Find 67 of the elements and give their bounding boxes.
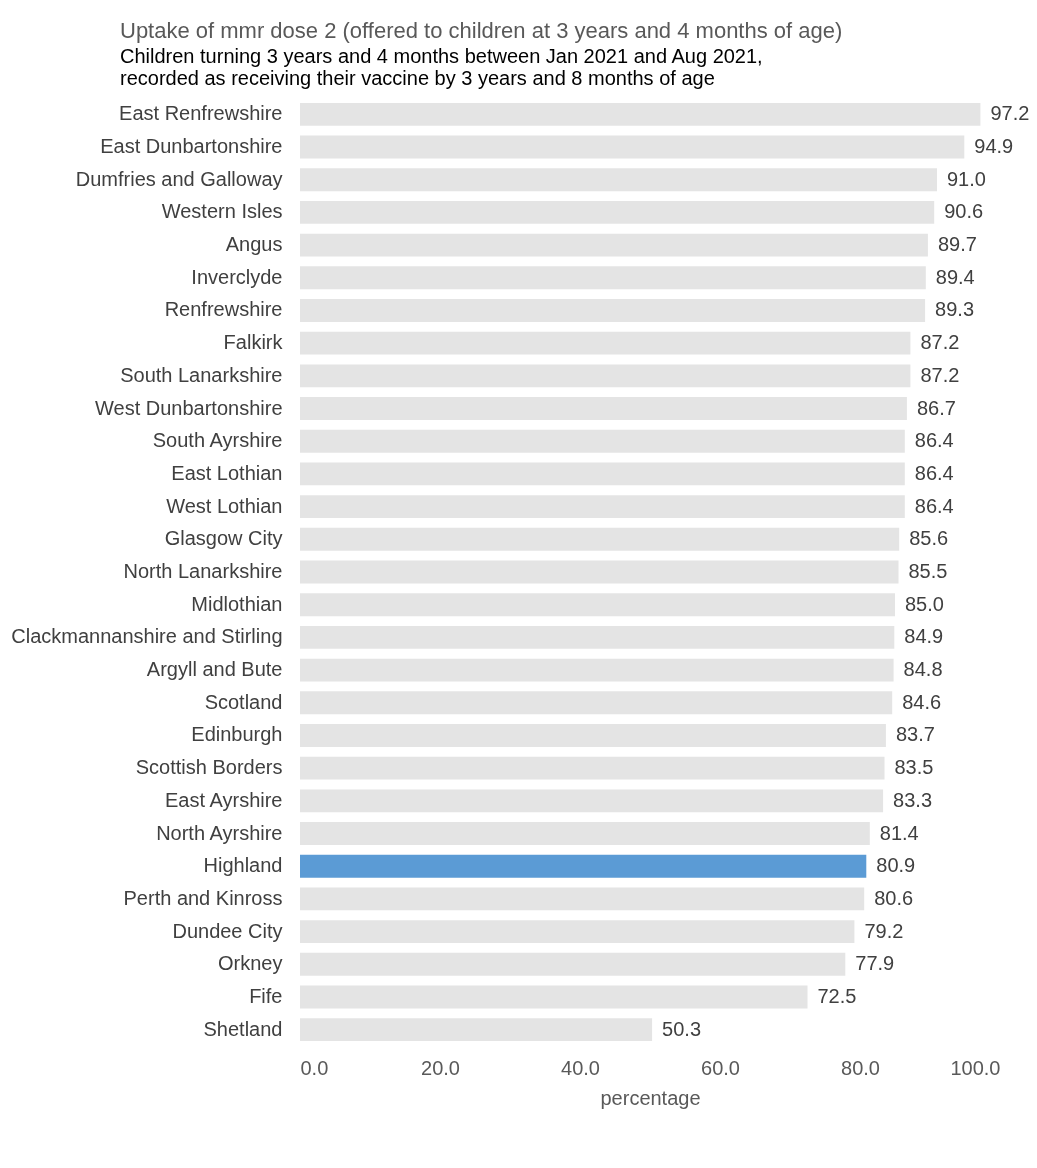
- y-tick-label: Orkney: [218, 952, 283, 975]
- data-label: 84.8: [903, 658, 943, 681]
- y-tick-label: East Renfrewshire: [119, 102, 283, 125]
- x-tick-label: 60.0: [701, 1056, 740, 1079]
- data-label: 89.3: [935, 298, 975, 321]
- y-tick-label: Falkirk: [223, 331, 284, 354]
- data-label: 90.6: [944, 200, 984, 223]
- y-tick-label: Dundee City: [172, 919, 283, 942]
- data-label: 97.2: [990, 102, 1030, 125]
- data-label: 83.7: [895, 723, 935, 746]
- data-label: 94.9: [974, 135, 1014, 158]
- x-tick-label: 0.0: [300, 1056, 329, 1079]
- y-tick-label: Midlothian: [191, 592, 283, 615]
- data-label: 79.2: [864, 919, 904, 942]
- y-tick-label: Fife: [249, 984, 283, 1007]
- x-tick-label: 40.0: [561, 1056, 600, 1079]
- y-tick-label: Renfrewshire: [164, 298, 283, 321]
- y-tick-label: West Dunbartonshire: [95, 396, 283, 419]
- y-tick-label: West Lothian: [166, 494, 283, 517]
- chart-subtitle: Children turning 3 years and 4 months between Jan 2021 and Aug 2021, recorded as receiving their vaccine by 3 years and 8 months of age: [120, 45, 763, 89]
- data-label: 85.5: [908, 560, 948, 582]
- data-label: 89.7: [937, 233, 977, 256]
- x-tick-label: 20.0: [421, 1056, 460, 1079]
- data-label: 72.5: [817, 984, 857, 1007]
- y-tick-label: Glasgow City: [164, 527, 283, 550]
- y-tick-label: Scottish Borders: [135, 756, 283, 779]
- y-tick-label: South Ayrshire: [152, 429, 283, 452]
- chart-title: Uptake of mmr dose 2 (offered to children at 3 years and 4 months of age): [120, 18, 843, 43]
- y-tick-label: Scotland: [204, 690, 283, 713]
- y-tick-label: North Ayrshire: [156, 821, 283, 844]
- y-tick-label: Argyll and Bute: [146, 658, 283, 681]
- data-label: 84.9: [904, 625, 944, 648]
- y-tick-label: Highland: [203, 854, 283, 877]
- x-tick-label: 80.0: [841, 1056, 880, 1079]
- y-tick-label: Edinburgh: [191, 723, 283, 746]
- data-label: 85.6: [909, 527, 949, 550]
- data-label: 91.0: [947, 167, 986, 190]
- y-tick-label: East Lothian: [171, 461, 283, 484]
- x-tick-label: 100.0: [950, 1056, 1001, 1079]
- y-tick-label: Clackmannanshire and Stirling: [11, 625, 283, 648]
- y-tick-label: South Lanarkshire: [120, 363, 283, 386]
- data-label: 86.4: [914, 494, 954, 517]
- data-label: 86.7: [916, 396, 956, 419]
- y-tick-label: Dumfries and Galloway: [75, 167, 283, 190]
- y-tick-label: Western Isles: [161, 200, 283, 223]
- x-axis-title: percentage: [600, 1086, 701, 1109]
- data-label: 86.4: [914, 429, 954, 452]
- data-label: 77.9: [855, 952, 895, 975]
- data-label: 87.2: [920, 363, 960, 386]
- data-label: 84.6: [902, 690, 942, 713]
- data-label: 83.3: [893, 788, 933, 811]
- y-tick-label: North Lanarkshire: [123, 560, 283, 582]
- data-label: 83.5: [894, 756, 934, 779]
- y-tick-label: Inverclyde: [191, 265, 283, 288]
- y-tick-label: Shetland: [203, 1017, 283, 1040]
- data-label: 50.3: [662, 1017, 702, 1040]
- data-label: 80.6: [874, 886, 914, 909]
- data-label: 81.4: [879, 821, 919, 844]
- data-label: 85.0: [905, 592, 944, 615]
- y-tick-label: East Dunbartonshire: [100, 135, 283, 158]
- y-tick-label: Angus: [225, 233, 283, 256]
- y-tick-label: Perth and Kinross: [123, 886, 283, 909]
- data-label: 80.9: [876, 854, 916, 877]
- data-label: 86.4: [914, 461, 954, 484]
- data-label: 89.4: [935, 265, 975, 288]
- y-tick-label: East Ayrshire: [165, 788, 283, 811]
- data-label: 87.2: [920, 331, 960, 354]
